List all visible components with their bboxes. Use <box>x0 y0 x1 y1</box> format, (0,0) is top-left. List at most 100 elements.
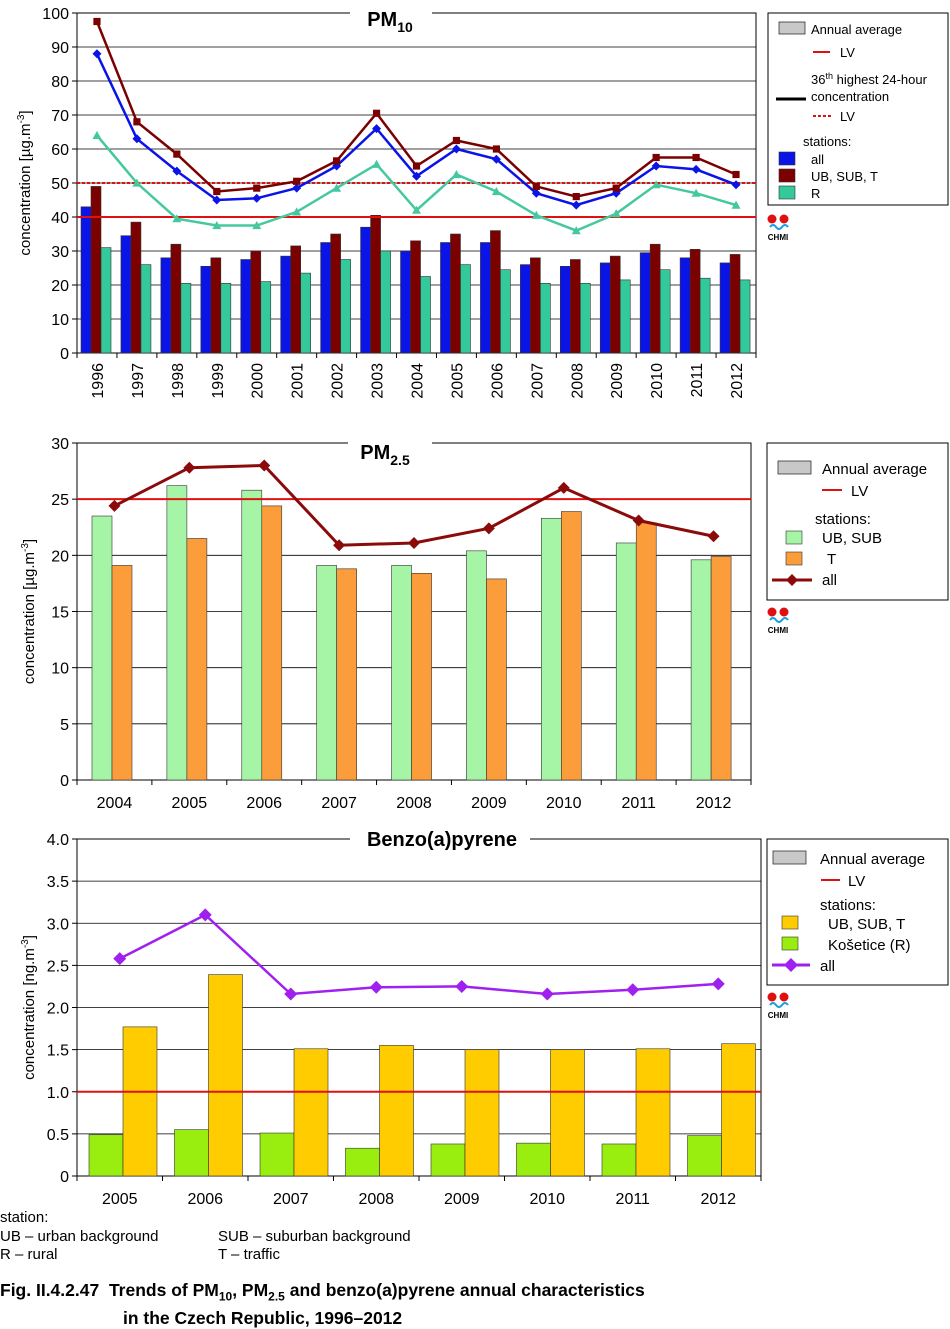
line-point <box>692 153 700 162</box>
line-point <box>92 49 102 59</box>
bar-ko-etice-r- <box>174 1129 209 1177</box>
chmi-logo-text: CHMI <box>768 626 788 635</box>
bar-t <box>336 568 357 781</box>
x-tick-label: 2006 <box>489 363 506 399</box>
line-point <box>213 187 221 196</box>
line-point <box>731 180 741 190</box>
y-tick-label: 0 <box>60 1169 69 1186</box>
line-point <box>611 209 621 218</box>
bar-r <box>380 250 391 354</box>
x-tick-label: 2008 <box>358 1191 394 1208</box>
y-tick-label: 3.5 <box>47 874 69 891</box>
line-point <box>571 200 581 210</box>
caption-label: Fig. II.4.2.47 <box>0 1280 100 1300</box>
y-tick-label: 2.0 <box>47 1001 69 1018</box>
legend-series-label: all <box>822 572 837 589</box>
bar-ub-sub <box>466 550 487 781</box>
bar-r <box>579 282 591 354</box>
line-point <box>173 150 181 158</box>
caption-line-2: in the Czech Republic, 1996–2012 <box>123 1307 403 1328</box>
y-axis-label-sup: -3 <box>20 939 31 948</box>
line-point <box>532 182 540 190</box>
line-point <box>491 187 501 196</box>
line-point <box>212 221 222 230</box>
bar-r <box>300 272 312 354</box>
chart-title-sub: 2.5 <box>390 452 410 468</box>
line-point <box>652 153 660 162</box>
bar-t <box>411 573 432 781</box>
legend-all-marker <box>784 958 798 972</box>
legend-swatch-annual <box>778 21 806 35</box>
legend-highest-line2: concentration <box>811 89 889 104</box>
bar-ub-sub-t <box>379 1045 414 1177</box>
line-point <box>212 195 222 205</box>
x-tick-label: 2006 <box>246 795 282 812</box>
bar-ub-sub <box>690 559 712 781</box>
line-point <box>183 461 196 474</box>
chmi-logo-dot-left <box>767 992 777 1002</box>
line-point <box>711 977 725 991</box>
note-ub: UB – urban background <box>0 1228 159 1245</box>
line-point <box>412 205 421 214</box>
bar-ko-etice-r- <box>430 1143 466 1177</box>
legend-series-label: all <box>820 958 835 975</box>
title-backdrop <box>348 432 432 458</box>
x-tick-label: 2005 <box>102 1191 138 1208</box>
chmi-logo-wave <box>769 224 789 230</box>
bar-ub-sub-t <box>208 974 243 1177</box>
line-point <box>372 109 381 117</box>
line-point <box>731 200 741 209</box>
line-point <box>372 159 382 168</box>
legend-stations: stations: <box>803 134 851 149</box>
legend-lv: LV <box>848 873 865 890</box>
legend-series-label: UB, SUB, T <box>828 916 905 933</box>
bar-ub-sub-t <box>330 233 341 354</box>
x-tick-label: 2009 <box>609 363 626 399</box>
x-tick-label: 2000 <box>250 363 267 399</box>
bar-all <box>280 255 292 354</box>
bar-ub-sub <box>391 565 412 781</box>
line-point <box>332 183 342 192</box>
bar-all <box>480 242 491 354</box>
x-tick-label: 2007 <box>273 1191 309 1208</box>
chart-pm25: 0 5 10 15 20 25 30 2004 2005 2006 2007 2008 2009 2010… <box>20 432 949 812</box>
legend-series-label: all <box>811 152 824 167</box>
y-tick-label: 40 <box>51 210 69 227</box>
title-backdrop <box>350 828 530 854</box>
x-tick-label: 2008 <box>569 363 586 399</box>
y-tick-label: 0 <box>60 773 69 790</box>
chmi-logo-dot-left <box>767 214 777 224</box>
line-point <box>651 180 661 189</box>
bar-ub-sub <box>166 485 188 781</box>
line-point <box>540 987 554 1001</box>
legend-series-label: Košetice (R) <box>828 937 911 954</box>
line-point <box>93 17 101 26</box>
y-tick-label: 4.0 <box>47 832 69 849</box>
legend-lv-dashed: LV <box>840 109 855 124</box>
y-tick-label: 30 <box>51 436 69 453</box>
y-tick-label: 1.0 <box>47 1085 69 1102</box>
bar-all <box>639 252 651 354</box>
y-axis-label: concentration [ng.m-3] <box>20 935 38 1080</box>
legend-series-label: T <box>827 551 836 568</box>
line-point <box>492 145 500 153</box>
line-point <box>92 130 102 139</box>
legend-box <box>767 12 949 206</box>
x-tick-label: 2011 <box>616 1191 651 1208</box>
x-tick-label: 2010 <box>649 363 666 399</box>
legend-stations: stations: <box>815 511 871 528</box>
chart-title-main: PM <box>367 9 397 31</box>
caption-sub-2: 2.5 <box>268 1289 285 1304</box>
x-tick-label: 2006 <box>187 1191 223 1208</box>
line-point <box>198 908 212 922</box>
legend-all-marker <box>786 574 798 586</box>
legend-series-label: UB, SUB, T <box>811 169 878 184</box>
x-tick-label: 2011 <box>689 363 706 398</box>
line-point <box>258 459 271 472</box>
bar-ub-sub-t <box>635 1048 671 1177</box>
bar-t <box>261 505 283 781</box>
y-tick-label: 10 <box>51 312 69 329</box>
bar-all <box>559 265 571 354</box>
legend-series-label: UB, SUB <box>822 530 882 547</box>
bar-ub-sub-t <box>464 1049 500 1177</box>
